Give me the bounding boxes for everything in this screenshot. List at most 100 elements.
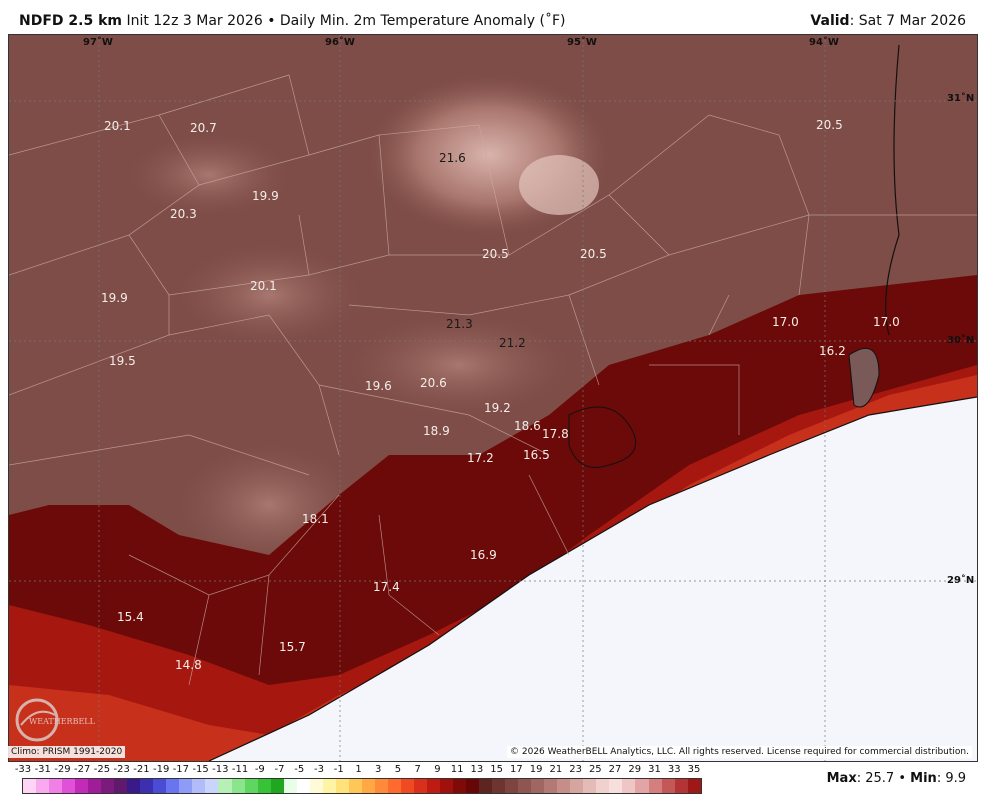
colorbar-segment [88,779,102,793]
colorbar-tick-label: -1 [333,764,344,775]
copyright-note: © 2026 WeatherBELL Analytics, LLC. All r… [507,746,972,758]
map-svg: 97˚W 96˚W 95˚W 94˚W 31˚N 30˚N 29˚N 20.1 2… [9,35,977,761]
value-label: 17.0 [772,315,799,329]
colorbar-tick-label: 25 [588,764,602,775]
value-label: 17.8 [542,427,569,441]
valid-value: : Sat 7 Mar 2026 [849,13,966,29]
maxmin-bullet: • [898,771,907,786]
colorbar-segment [36,779,50,793]
model-name: NDFD 2.5 km [19,13,122,29]
cool-coastal-band [9,275,977,761]
colorbar-tick-label: -5 [294,764,305,775]
colorbar-segment [348,779,362,793]
colorbar-segment [283,779,297,793]
colorbar-tick-label: -31 [34,764,51,775]
lon-label-97w: 97˚W [83,36,113,48]
colorbar-tick-label: 7 [414,764,421,775]
colorbar-tick-label: 5 [394,764,402,775]
colorbar-segment [661,779,675,793]
colorbar-tick-label: 23 [569,764,582,775]
value-label: 20.5 [816,118,843,132]
max-label: Max [826,771,857,786]
header: NDFD 2.5 km Init 12z 3 Mar 2026 • Daily … [0,0,984,34]
sabine-lake [848,347,880,408]
colorbar-tick-label: -11 [231,764,249,775]
colorbar-tick-label: 11 [450,764,464,775]
colorbar-tick-label: 33 [667,764,681,775]
value-label: 17.4 [373,580,400,594]
value-label: 20.6 [420,376,447,390]
colorbar-tick-label: 17 [510,764,523,775]
value-label: 15.4 [117,610,144,624]
logo-text: WEATHERBELL [29,717,96,726]
colorbar-tick-label: 19 [529,764,543,775]
colorbar-segment [400,779,414,793]
colorbar-segment [192,779,206,793]
colorbar-segment [127,779,141,793]
colorbar-tick-label: -9 [254,764,265,775]
value-label: 19.2 [484,401,511,415]
value-label: 17.2 [467,451,494,465]
colorbar-tick-label: 9 [434,764,441,775]
colorbar-segment [479,779,493,793]
colorbar-segment [179,779,193,793]
valid-time: Valid: Sat 7 Mar 2026 [810,13,966,29]
colorbar-tick-label: 27 [608,764,622,775]
warm-patch-northwest [129,135,289,215]
value-label: 20.5 [580,247,607,261]
title-separator: • [267,13,276,29]
warm-patch-central [349,315,569,415]
colorbar-tick-label: -3 [314,764,325,775]
colorbar-segment [75,779,89,793]
colorbar-tick-label: -25 [93,764,111,775]
value-label: 17.0 [873,315,900,329]
colorbar-segment [270,779,284,793]
coastline [208,396,977,761]
colorbar-segment [557,779,571,793]
value-label: 20.1 [104,119,131,133]
min-value: : 9.9 [936,771,966,786]
colorbar-tick-label: -29 [54,764,71,775]
colorbar-tick-label: -17 [172,764,190,775]
colorbar-segment [244,779,258,793]
colorbar-segment [453,779,467,793]
value-label: 19.6 [365,379,392,393]
product-name: Daily Min. 2m Temperature Anomaly (˚F) [279,13,566,29]
colorbar-segment [570,779,584,793]
value-label: 21.6 [439,151,466,165]
value-label: 18.1 [302,512,329,526]
weatherbell-logo: WEATHERBELL [15,698,96,742]
colorbar-segment [544,779,558,793]
colorbar-segment [622,779,636,793]
colorbar-segment [596,779,610,793]
colorbar-segment [609,779,623,793]
colorbar-tick-label: 1 [355,764,362,775]
colorbar [22,778,702,794]
value-label: 19.9 [101,291,128,305]
lon-label-94w: 94˚W [809,36,839,48]
colorbar-segment [62,779,76,793]
colorbar-segment [322,779,336,793]
colorbar-segment [440,779,454,793]
gulf-of-mexico [209,397,977,761]
colorbar-tick-label: 21 [549,764,563,775]
colorbar-tick-label: 15 [490,764,504,775]
colorbar-tick-label: -33 [14,764,32,775]
map-canvas: 97˚W 96˚W 95˚W 94˚W 31˚N 30˚N 29˚N 20.1 2… [8,34,978,762]
colorbar-segment [583,779,597,793]
colorbar-segment [114,779,128,793]
colorbar-segment [492,779,506,793]
colorbar-tick-label: -15 [192,764,209,775]
value-label: 15.7 [279,640,306,654]
warm-patch-west [179,245,359,345]
lat-label-31n: 31˚N [947,92,974,104]
colorbar-tick-label: -7 [274,764,285,775]
colorbar-segment [505,779,519,793]
init-time: Init 12z 3 Mar 2026 [126,13,263,29]
colorbar-segment [101,779,115,793]
valid-label: Valid [810,13,850,29]
lat-label-30n: 30˚N [947,334,974,346]
value-label: 20.3 [170,207,197,221]
colorbar-segment [387,779,401,793]
colorbar-segment [166,779,180,793]
